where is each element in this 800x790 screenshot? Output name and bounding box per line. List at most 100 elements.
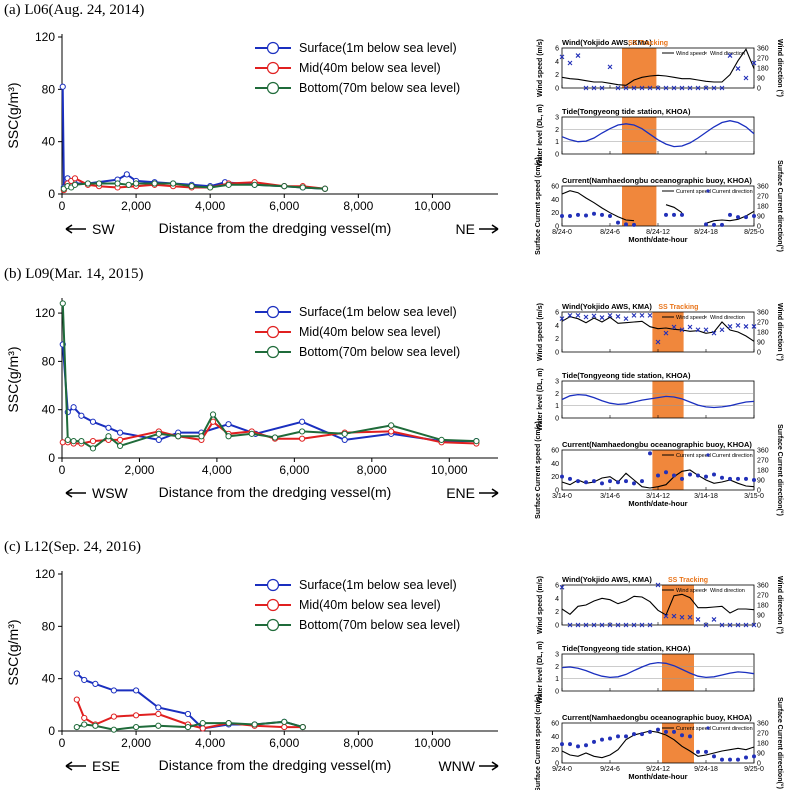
y-axis-label: SSC(g/m³) [5,82,21,148]
wind-direction-mark [615,622,621,628]
direction-left-label: SW [92,221,115,237]
side-panels: Wind(Yokjido AWS, KMA)SS Tracking0246090… [535,38,784,255]
current-legend-dot [706,453,710,457]
legend-marker [266,41,280,55]
wind-r-tick: 180 [757,330,769,337]
wind-r-tick: 0 [757,350,761,357]
data-point [105,424,112,431]
current-direction-dot [584,743,588,748]
wind-direction-mark [559,316,565,322]
current-legend-direction: Current direction [712,726,753,732]
wind-r-tick: 360 [757,46,769,53]
data-point [59,83,66,90]
wind-direction-mark [751,324,757,329]
data-point [388,428,395,435]
y-tick-label: 40 [42,672,56,686]
current-direction-dot [616,734,620,739]
current-direction-dot [616,480,620,485]
wind-title: Wind(Yokjido AWS, KMA) [562,302,652,311]
current-y-tick: 40 [551,197,559,204]
wind-legend-direction: Wind direction [710,588,745,594]
data-point [299,418,306,425]
current-direction-dot [728,212,732,217]
wind-direction-mark [679,85,685,91]
x-axis-label: Distance from the dredging vessel(m) [159,757,392,773]
side-panels: Wind(Yokjido AWS, KMA)SS Tracking0246090… [535,575,784,790]
data-point [73,696,80,703]
current-title: Current(Namhaedongbu oceanographic buoy,… [562,176,752,185]
wind-title: Wind(Yokjido AWS, KMA) [562,38,652,47]
tracking-shade [622,48,657,88]
tide-y-tick: 1 [555,676,559,683]
data-point [59,439,66,446]
wind-direction-mark [599,315,605,320]
wind-direction-mark [567,312,573,318]
data-point [132,687,140,694]
tracking-label: SS Tracking [658,304,698,311]
data-point [281,718,288,725]
current-direction-dot [680,733,684,738]
wind-r-tick: 270 [757,56,769,63]
wind-direction-mark [575,312,581,318]
wind-direction-mark [703,327,709,333]
time-tick-label: 9/24-18 [694,766,718,773]
direction-right-label: NE [456,221,475,237]
time-axis-label: Month/date-hour [628,499,687,508]
wind-direction-mark [647,85,653,91]
time-tick-label: 8/24-0 [552,229,572,236]
wind-direction-mark [743,622,749,628]
data-point [110,726,117,733]
data-point [114,180,121,187]
wind-direction-mark [639,85,645,91]
current-legend-speed: Current speed [676,189,711,195]
x-tick-label: 8,000 [357,463,387,477]
current-direction-dot [744,476,748,481]
current-direction-dot [704,222,708,227]
current-direction-dot [656,473,660,478]
tracking-shade [652,312,684,352]
wind-direction-mark [735,622,741,628]
current-direction-dot [600,737,604,742]
tracking-label: SS Tracking [668,577,708,584]
legend-entry: Surface(1m below sea level) [299,305,457,319]
wind-direction-mark [751,60,757,66]
tide-y-tick: 1 [555,403,559,410]
current-direction-dot [640,732,644,737]
x-tick-label: 10,000 [431,463,468,477]
current-direction-dot [672,729,676,734]
wind-r-tick: 360 [757,583,769,590]
data-point [388,422,395,429]
data-point [84,180,92,187]
wind-r-tick: 180 [757,66,769,73]
tide-y-label: Water level (DL, m) [537,368,544,431]
y-tick-label: 120 [35,567,55,581]
x-tick-label: 0 [59,463,66,477]
tide-title: Tide(Tongyeong tide station, KHOA) [562,644,691,653]
wind-legend-speed: Wind speed [676,315,705,321]
wind-direction-mark [607,64,613,70]
current-direction-dot [648,451,652,456]
wind-direction-mark [679,327,685,333]
wind-direction-mark [719,85,725,91]
current-direction-dot [720,222,724,227]
wind-r-tick: 180 [757,603,769,610]
data-point [81,676,88,684]
time-tick-label: 8/24-18 [694,229,718,236]
wind-direction-mark [727,53,733,58]
wind-direction-mark [631,312,637,318]
x-tick-label: 6,000 [269,736,299,750]
current-direction-dot [576,479,580,484]
data-point [105,433,112,440]
current-direction-dot [704,749,708,754]
wind-direction-mark [631,85,637,91]
data-point [209,418,217,425]
legend-entry: Bottom(70m below sea level) [299,618,460,632]
data-point [341,436,348,443]
current-speed-line [561,190,635,222]
wind-direction-mark [623,622,629,628]
data-point [125,181,132,188]
wind-direction-mark [655,339,661,345]
data-point [225,181,232,188]
wind-legend-cross-icon: × [704,51,707,57]
current-direction-dot [672,212,676,217]
